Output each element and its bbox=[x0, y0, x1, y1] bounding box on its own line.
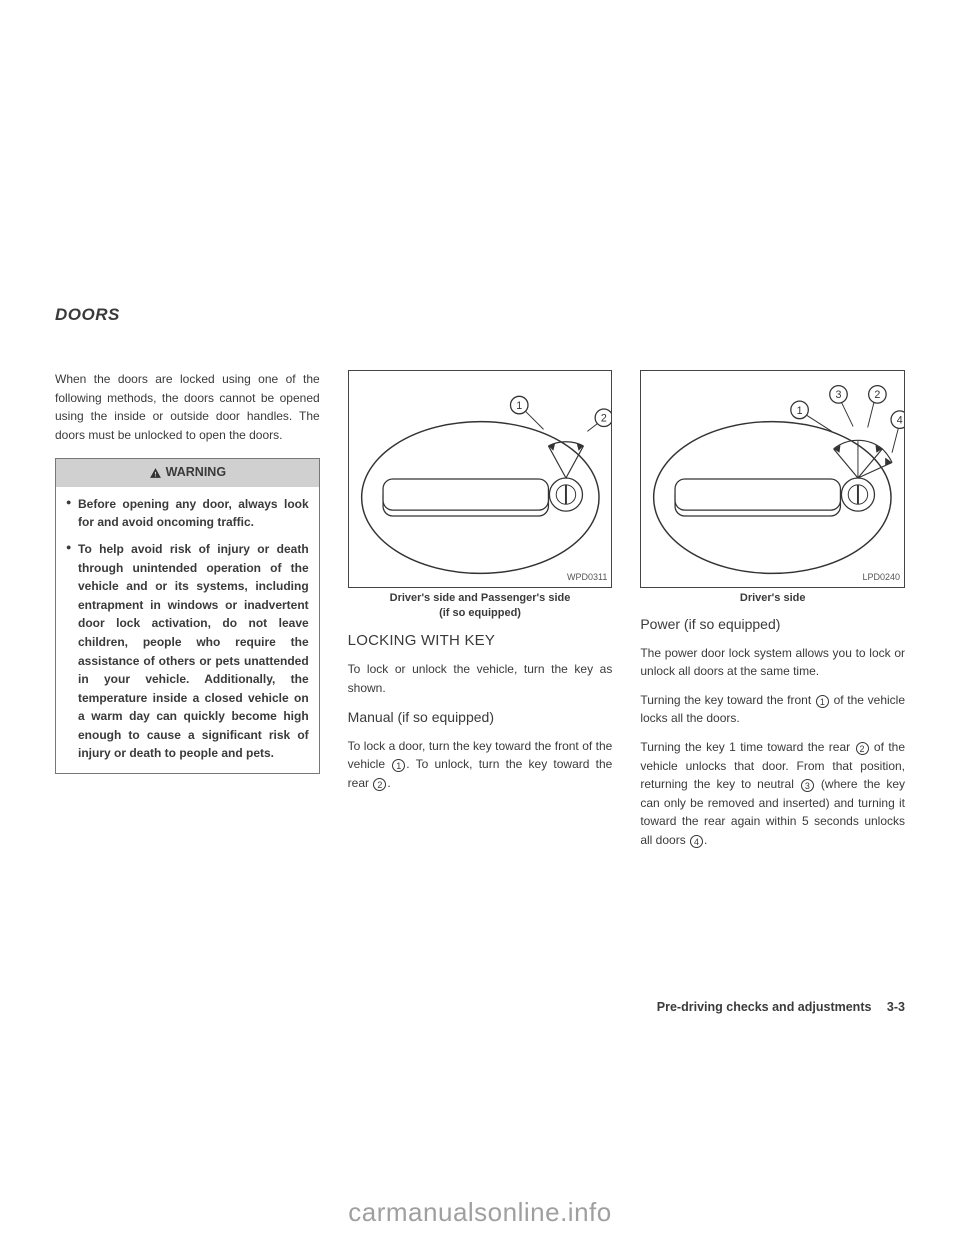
warning-icon bbox=[149, 467, 162, 480]
caption-line: (if so equipped) bbox=[439, 607, 521, 619]
manual-page: DOORS When the doors are locked using on… bbox=[0, 0, 960, 1242]
svg-text:1: 1 bbox=[516, 400, 522, 412]
body-text: To lock or unlock the vehicle, turn the … bbox=[348, 660, 613, 697]
svg-text:3: 3 bbox=[836, 389, 842, 401]
warning-item: To help avoid risk of injury or death th… bbox=[66, 540, 309, 763]
content-columns: When the doors are locked using one of t… bbox=[55, 370, 905, 859]
chapter-name: Pre-driving checks and adjustments bbox=[657, 1000, 872, 1014]
column-2: 1 2 WPD0311 Driver's side and Passenger'… bbox=[348, 370, 613, 859]
heading-manual: Manual (if so equipped) bbox=[348, 707, 613, 729]
body-text: To lock a door, turn the key toward the … bbox=[348, 737, 613, 793]
callout-1-icon: 1 bbox=[816, 695, 829, 708]
figure-caption: Driver's side and Passenger's side (if s… bbox=[348, 591, 613, 621]
door-handle-diagram-2: 1 3 2 4 bbox=[641, 371, 904, 587]
warning-header: WARNING bbox=[56, 459, 319, 486]
heading-locking-with-key: LOCKING WITH KEY bbox=[348, 629, 613, 652]
svg-text:4: 4 bbox=[897, 415, 903, 427]
intro-text: When the doors are locked using one of t… bbox=[55, 370, 320, 444]
body-text: Turning the key 1 time toward the rear 2… bbox=[640, 738, 905, 850]
caption-line: Driver's side and Passenger's side bbox=[390, 592, 571, 604]
body-text: Turning the key toward the front 1 of th… bbox=[640, 691, 905, 728]
page-footer: Pre-driving checks and adjustments 3-3 bbox=[657, 1000, 905, 1014]
heading-power: Power (if so equipped) bbox=[640, 614, 905, 636]
column-3: 1 3 2 4 LPD0240 Driver's side Power (if … bbox=[640, 370, 905, 859]
callout-2-icon: 2 bbox=[856, 742, 869, 755]
warning-box: WARNING Before opening any door, always … bbox=[55, 458, 320, 774]
callout-3-icon: 3 bbox=[801, 779, 814, 792]
warning-item: Before opening any door, always look for… bbox=[66, 495, 309, 532]
column-1: When the doors are locked using one of t… bbox=[55, 370, 320, 859]
callout-1-icon: 1 bbox=[392, 759, 405, 772]
callout-4-icon: 4 bbox=[690, 835, 703, 848]
figure-code: LPD0240 bbox=[862, 571, 900, 585]
callout-2-icon: 2 bbox=[373, 778, 386, 791]
warning-label: WARNING bbox=[166, 463, 226, 482]
warning-body: Before opening any door, always look for… bbox=[56, 487, 319, 773]
section-title: DOORS bbox=[55, 305, 905, 325]
page-number: 3-3 bbox=[887, 1000, 905, 1014]
figure-manual-lock: 1 2 WPD0311 bbox=[348, 370, 613, 588]
svg-text:2: 2 bbox=[875, 389, 881, 401]
figure-code: WPD0311 bbox=[567, 571, 607, 585]
svg-text:2: 2 bbox=[601, 413, 607, 425]
figure-power-lock: 1 3 2 4 LPD0240 bbox=[640, 370, 905, 588]
body-text: The power door lock system allows you to… bbox=[640, 644, 905, 681]
figure-caption: Driver's side bbox=[640, 591, 905, 606]
watermark: carmanualsonline.info bbox=[0, 1197, 960, 1228]
door-handle-diagram-1: 1 2 bbox=[349, 371, 612, 587]
svg-text:1: 1 bbox=[797, 405, 803, 417]
